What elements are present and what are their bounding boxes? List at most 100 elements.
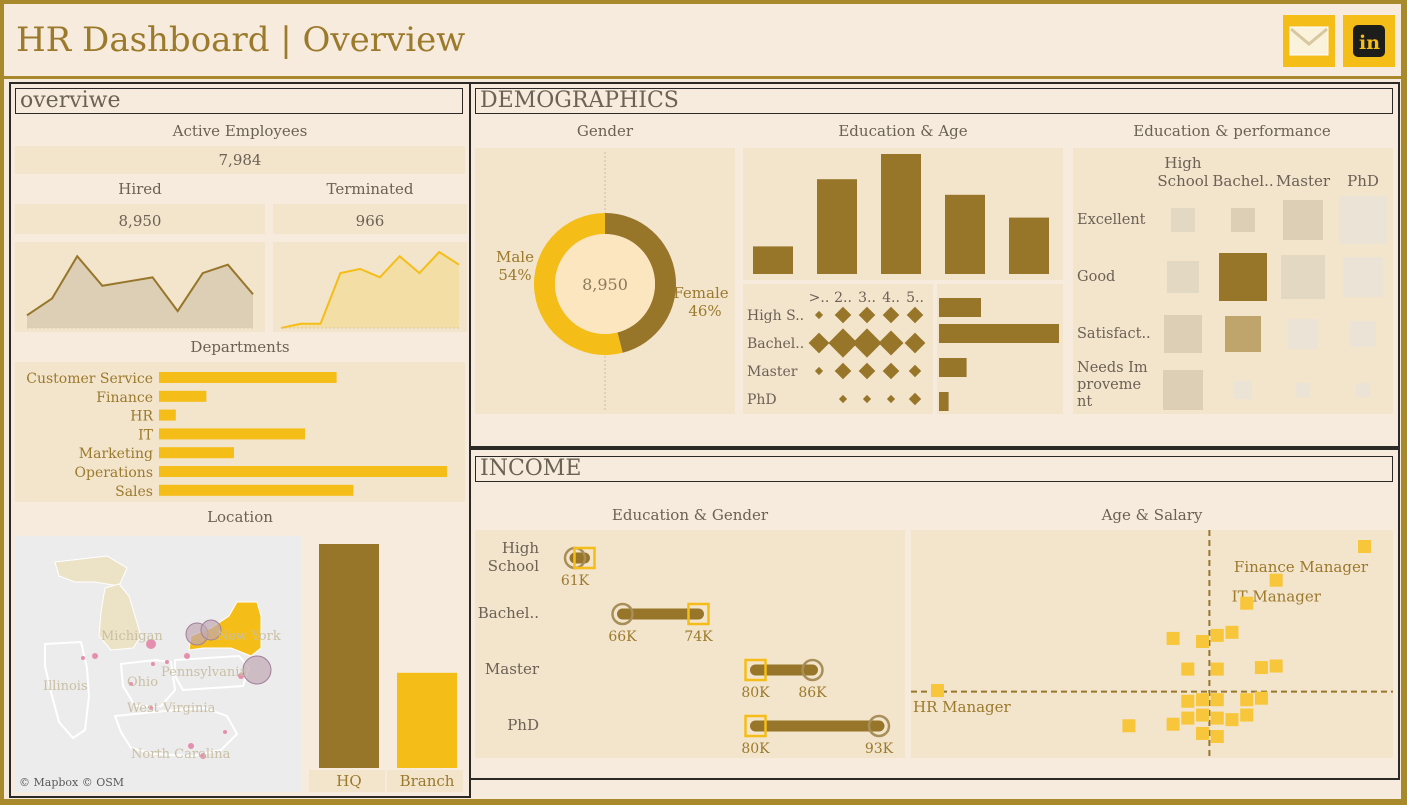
perf-cell [1171, 208, 1195, 232]
dept-label: IT [138, 427, 154, 443]
perf-cell [1163, 370, 1203, 410]
dept-label: Operations [75, 465, 154, 481]
dept-bar [159, 466, 448, 477]
perf-cell [1343, 257, 1383, 297]
perf-cell [1225, 316, 1261, 352]
age-bar [753, 246, 793, 274]
hired-label: Hired [118, 180, 162, 198]
male-pct: 54% [498, 266, 531, 284]
map-credit: © Mapbox © OSM [19, 776, 124, 789]
edu-bar [939, 324, 1059, 343]
active-employees-label: Active Employees [172, 122, 308, 140]
active-employees-value: 7,984 [218, 151, 262, 169]
income-title: INCOME [475, 456, 1393, 482]
dept-bar [159, 447, 234, 459]
age-salary-point [1210, 730, 1224, 743]
location-map[interactable]: Michigan New York Illinois Ohio Pennsylv… [15, 536, 301, 792]
hired-value: 8,950 [118, 212, 162, 230]
dept-label: Customer Service [26, 371, 153, 387]
perf-cell [1281, 255, 1325, 299]
demographics-pane: DEMOGRAPHICS Gender Education & Age Educ… [469, 82, 1400, 448]
gender-total: 8,950 [582, 275, 628, 294]
map-label-north-carolina: North Carolina [131, 747, 231, 762]
edu-row-label: Master [747, 364, 798, 380]
page-title: HR Dashboard | Overview [16, 20, 466, 60]
perf-cell [1296, 383, 1310, 397]
hired-trend-chart [15, 242, 265, 332]
linkedin-icon[interactable]: in [1343, 15, 1395, 67]
age-group-label: 4.. [882, 290, 900, 306]
terminated-trend-chart [273, 242, 467, 332]
age-salary-point [1181, 662, 1195, 676]
income-pane: INCOME Education & Gender Age & Salary H… [469, 448, 1400, 780]
edu-age-diamond [908, 364, 922, 378]
hired_trend-line [26, 254, 254, 317]
age-salary-point [1240, 596, 1254, 610]
dept-label: Finance [96, 390, 153, 406]
terminated_trend-area [281, 252, 459, 328]
edu-gender-value-label: 61K [561, 573, 590, 589]
edu-gender-row-label: PhD [507, 716, 539, 734]
edu-gender-value-label: 66K [608, 629, 637, 645]
perf-cell [1356, 383, 1370, 397]
dept-bar [159, 428, 306, 440]
age-salary-point [1269, 573, 1283, 587]
location-bar [397, 672, 457, 768]
age-salary-point [1254, 691, 1268, 705]
mail-icon[interactable] [1283, 15, 1335, 67]
overview-title: overviwe [15, 88, 463, 114]
terminated-value: 966 [355, 212, 385, 230]
male-marker [801, 658, 824, 682]
perf-cell [1288, 319, 1318, 349]
terminated_trend-line [280, 250, 460, 329]
demographics-title: DEMOGRAPHICS [475, 88, 1393, 114]
age-salary-title: Age & Salary [1101, 506, 1203, 524]
edu-gender-value-label: 80K [741, 741, 770, 757]
gender-title: Gender [576, 122, 634, 140]
age-salary-point [1240, 693, 1254, 707]
edu-gender-row-label: Bachel.. [478, 604, 539, 622]
map-label-pennsylvania: Pennsylvania [161, 665, 247, 680]
perf-cell [1219, 253, 1267, 301]
age-salary-point [1225, 625, 1239, 639]
perf-col-label: Bachel.. [1212, 172, 1273, 190]
age-salary-label: IT Manager [1232, 588, 1322, 606]
female-pct: 46% [688, 302, 721, 320]
map-label-new-york: New York [217, 629, 281, 644]
age-salary-point [1269, 659, 1283, 673]
map-label-illinois: Illinois [43, 679, 88, 694]
svg-text:in: in [1359, 32, 1380, 54]
edu-age-diamond [814, 366, 824, 376]
age-bar [945, 194, 985, 274]
edu-row-label: High S.. [747, 308, 804, 324]
male-marker [611, 602, 634, 626]
age-salary-point [1358, 540, 1371, 553]
education-performance-title: Education & performance [1133, 122, 1331, 140]
age-group-label: >.. [809, 290, 830, 306]
dept-bar [159, 409, 176, 421]
edu-age-diamond [828, 328, 858, 358]
female-marker [744, 658, 767, 682]
age-salary-point [1196, 635, 1210, 648]
dept-bar [159, 390, 207, 402]
dept-bar [159, 372, 337, 383]
female-marker [573, 546, 596, 570]
male-marker [867, 714, 891, 738]
age-salary-point [1210, 628, 1224, 642]
edu-gender-value-label: 86K [798, 685, 827, 701]
edu-age-diamond [838, 394, 848, 404]
age-salary-point [1240, 708, 1254, 722]
age-bar [1009, 217, 1049, 274]
departments-title: Departments [190, 338, 290, 356]
age-salary-point [1181, 711, 1195, 725]
dashboard: HR Dashboard | Overview in overviwe Acti… [4, 4, 1401, 799]
dept-label: Marketing [79, 446, 153, 462]
location-label: Branch [400, 772, 455, 790]
edu-gender-value-label: 80K [741, 685, 770, 701]
gender-slice-female [605, 213, 676, 353]
dept-label: Sales [115, 484, 153, 500]
age-salary-label: Finance Manager [1234, 558, 1369, 576]
age-salary-point [931, 684, 944, 698]
male-label: Male [496, 248, 534, 266]
